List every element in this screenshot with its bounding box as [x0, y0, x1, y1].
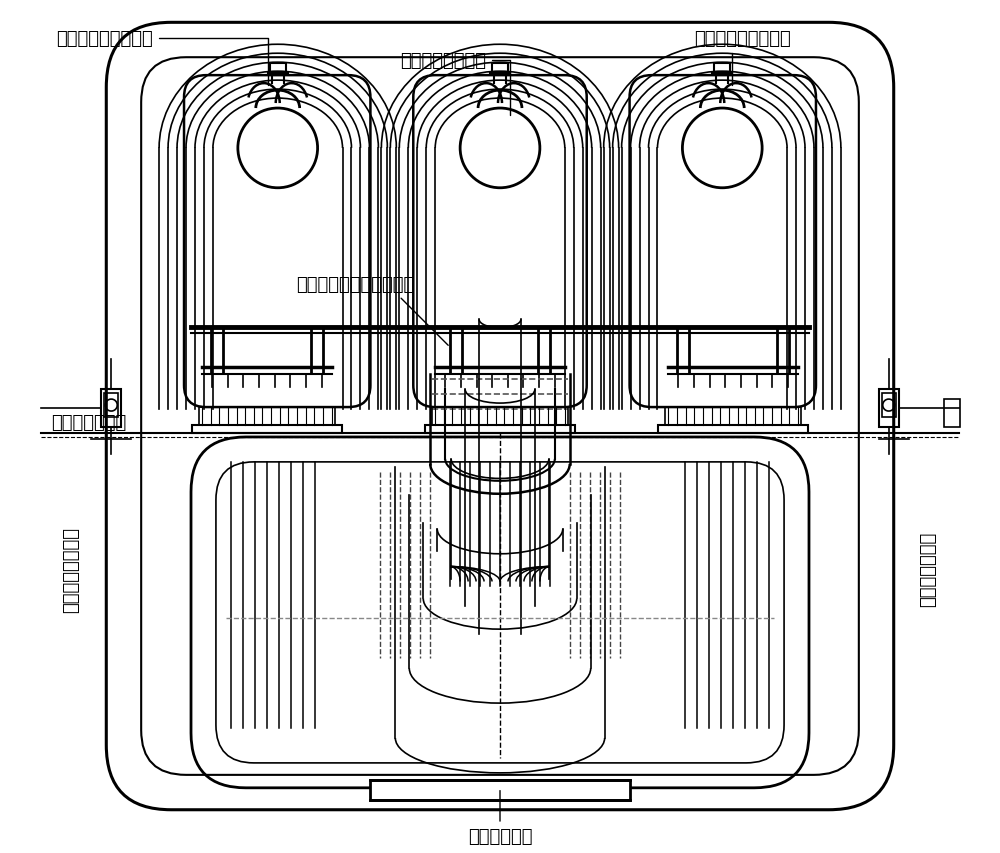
Bar [882, 393, 896, 417]
Text: 集绵管接头及散管: 集绵管接头及散管 [400, 52, 510, 116]
Text: 高温再热器管屏吸挂装置: 高温再热器管屏吸挂装置 [296, 276, 448, 345]
Bar [192, 426, 342, 433]
Bar [370, 780, 630, 800]
Bar [270, 64, 286, 74]
Bar [101, 390, 121, 427]
Text: 末级再热器入口集算: 末级再热器入口集算 [56, 30, 268, 86]
Text: 水平烟道顶棚管: 水平烟道顶棚管 [51, 414, 127, 432]
Bar [944, 399, 960, 427]
Bar [104, 393, 118, 417]
Bar [714, 64, 730, 74]
Bar [425, 426, 575, 433]
Text: 高温再热管屏: 高温再热管屏 [468, 791, 532, 844]
Text: 末级再热器出口集算: 末级再热器出口集算 [694, 30, 791, 86]
Bar [658, 426, 808, 433]
Bar [492, 64, 508, 74]
Text: 后烟道前包中心: 后烟道前包中心 [920, 531, 938, 606]
Bar [199, 408, 335, 426]
Bar [432, 408, 568, 426]
Text: 后水冷器吸挂中心: 后水冷器吸挂中心 [62, 526, 80, 612]
Bar [879, 390, 899, 427]
Bar [665, 408, 801, 426]
